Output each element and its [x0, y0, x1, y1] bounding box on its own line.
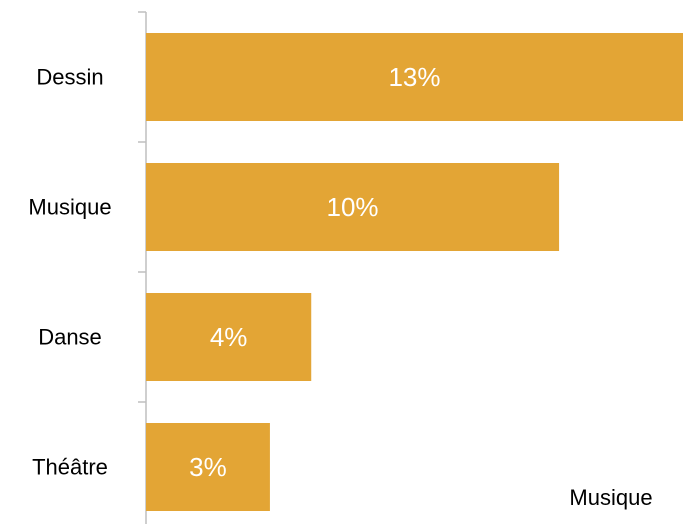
data-label-musique: 10%: [327, 192, 379, 222]
category-label-dessin: Dessin: [36, 65, 103, 90]
bar-musique: [146, 163, 560, 251]
data-label-dessin: 13%: [388, 62, 440, 92]
bar-dessin: [146, 33, 683, 121]
data-label-theatre: 3%: [189, 452, 227, 482]
category-label-theatre: Théâtre: [32, 455, 108, 480]
axis-layer: [138, 11, 147, 524]
category-label-danse: Danse: [38, 325, 102, 350]
bar-theatre: [146, 423, 270, 511]
bars-layer: [146, 33, 683, 511]
legend-label: Musique: [569, 485, 652, 510]
labels-layer: 13% Dessin 10% Musique 4% Danse 3% Théâtre: [28, 62, 440, 482]
category-label-musique: Musique: [28, 195, 111, 220]
data-label-danse: 4%: [210, 322, 248, 352]
bar-danse: [146, 293, 312, 381]
